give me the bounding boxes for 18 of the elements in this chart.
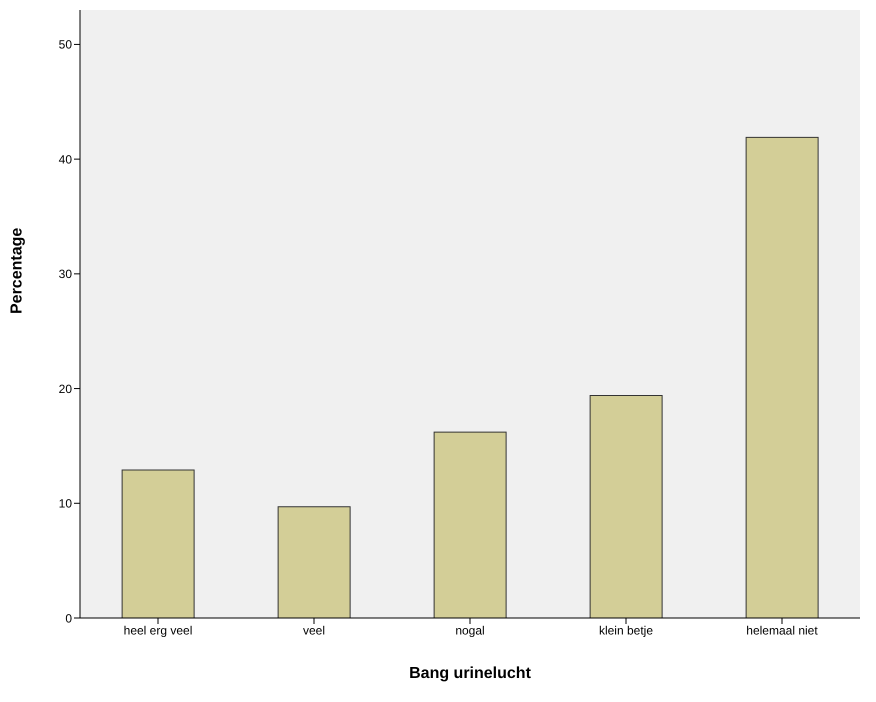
x-axis-title: Bang urinelucht [409, 665, 532, 682]
bar [434, 432, 507, 618]
bar [746, 136, 819, 618]
x-tick-label: veel [302, 624, 326, 638]
y-axis-title: Percentage [8, 228, 26, 314]
bar [590, 394, 663, 618]
y-tick-label: 30 [58, 267, 72, 282]
x-tick-label: nogal [455, 624, 485, 638]
x-tick-label: helemaal niet [746, 624, 818, 638]
y-tick-label: 10 [58, 496, 72, 511]
y-tick-label: 20 [58, 382, 72, 396]
y-tick-label: 40 [58, 152, 72, 166]
y-tick-label: 50 [58, 38, 72, 52]
x-tick-label: heel erg veel [124, 624, 192, 638]
bar [278, 506, 351, 618]
x-tick-label: klein betje [598, 624, 654, 638]
y-tick-label: 0 [65, 611, 72, 626]
bar [122, 470, 195, 618]
